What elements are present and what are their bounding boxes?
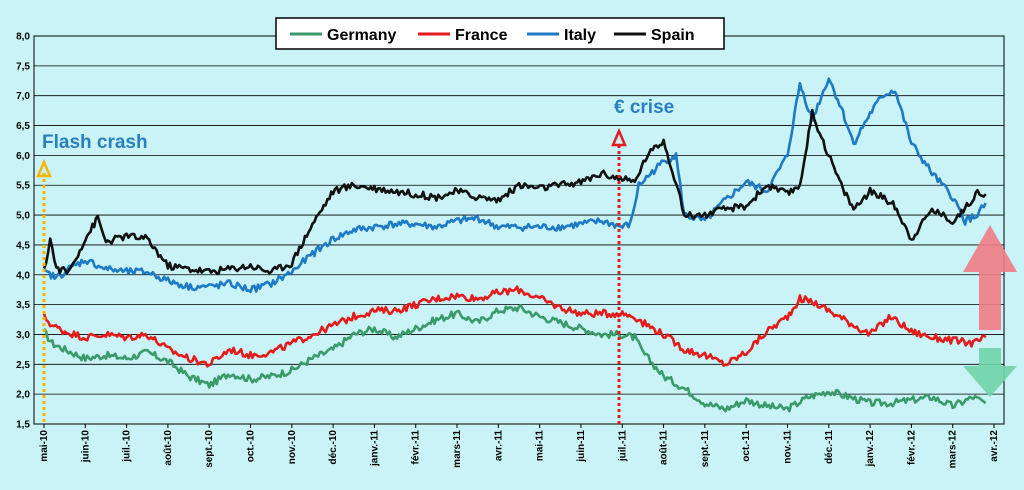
x-tick-label: juin-11	[576, 430, 587, 463]
y-tick-label: 2,5	[16, 360, 30, 371]
annotation-arrows	[36, 127, 1017, 424]
x-tick-label: janv.-11	[369, 430, 380, 467]
y-tick-label: 7,5	[16, 61, 30, 72]
y-tick-label: 2,0	[16, 390, 30, 401]
annotations: Flash crash € crise	[42, 97, 674, 153]
x-tick-label: août-10	[163, 430, 174, 466]
spread-up-arrow	[963, 225, 1017, 330]
annotation-flash-crash: Flash crash	[42, 132, 148, 153]
x-tick-label: juil.-10	[122, 430, 133, 463]
y-tick-label: 6,0	[16, 151, 30, 162]
y-tick-label: 7,0	[16, 91, 30, 102]
euro-crisis-arrowhead	[611, 127, 627, 147]
y-tick-label: 8,0	[16, 32, 30, 43]
x-tick-label: déc.-10	[328, 430, 339, 465]
x-tick-label: nov.-11	[782, 430, 793, 464]
series-line-spain	[42, 108, 987, 276]
x-tick-label: juil.-11	[617, 430, 628, 463]
x-tick-label: avr.-12	[989, 430, 1000, 462]
x-tick-label: janv.-12	[865, 430, 876, 468]
x-tick-label: nov.-10	[287, 430, 298, 465]
spread-down-arrow	[963, 348, 1017, 397]
series-lines	[42, 77, 987, 413]
legend-label-italy: Italy	[564, 27, 596, 44]
y-tick-label: 5,0	[16, 211, 30, 222]
x-tick-label: avr.-11	[493, 430, 504, 462]
x-tick-label: juin-10	[80, 430, 91, 464]
x-tick-label: mai-10	[39, 430, 50, 462]
y-tick-label: 3,0	[16, 330, 30, 341]
legend: Germany France Italy Spain	[275, 17, 725, 50]
x-tick-label: sept.-11	[700, 430, 711, 468]
x-tick-label: févr.-12	[906, 430, 917, 465]
x-tick-label: oct.-11	[741, 430, 752, 462]
x-tick-label: mai-11	[535, 430, 546, 462]
flash-crash-arrowhead	[36, 158, 52, 178]
y-tick-label: 1,5	[16, 420, 30, 431]
x-tick-label: déc.-11	[824, 430, 835, 464]
x-tick-label: août-11	[659, 430, 670, 465]
annotation-euro-crisis: € crise	[614, 97, 674, 118]
legend-label-france: France	[455, 27, 508, 44]
x-axis-ticks: mai-10 juin-10 juil.-10 août-10 sept.-10 oct.…	[39, 424, 1000, 468]
x-tick-label: mars-11	[452, 430, 463, 468]
x-tick-label: oct.-10	[246, 430, 257, 463]
y-axis-ticks: 8,0 7,5 7,0 6,5 6,0 5,5 5,0 4,5 4,0 3,5 3,0 2,5 2,0 1…	[16, 32, 30, 431]
y-tick-label: 4,0	[16, 270, 30, 281]
y-tick-label: 6,5	[16, 121, 30, 132]
legend-label-spain: Spain	[651, 27, 695, 44]
x-tick-label: mars-12	[948, 430, 959, 469]
legend-label-germany: Germany	[327, 27, 396, 44]
series-line-france	[42, 285, 987, 368]
y-tick-label: 3,5	[16, 300, 30, 311]
y-tick-label: 4,5	[16, 240, 30, 251]
series-line-italy	[43, 77, 987, 294]
legend-box	[275, 17, 725, 50]
series-line-germany	[42, 304, 987, 413]
y-tick-label: 5,5	[16, 181, 30, 192]
x-tick-label: sept.-10	[204, 430, 215, 468]
x-tick-label: févr.-11	[411, 430, 422, 465]
